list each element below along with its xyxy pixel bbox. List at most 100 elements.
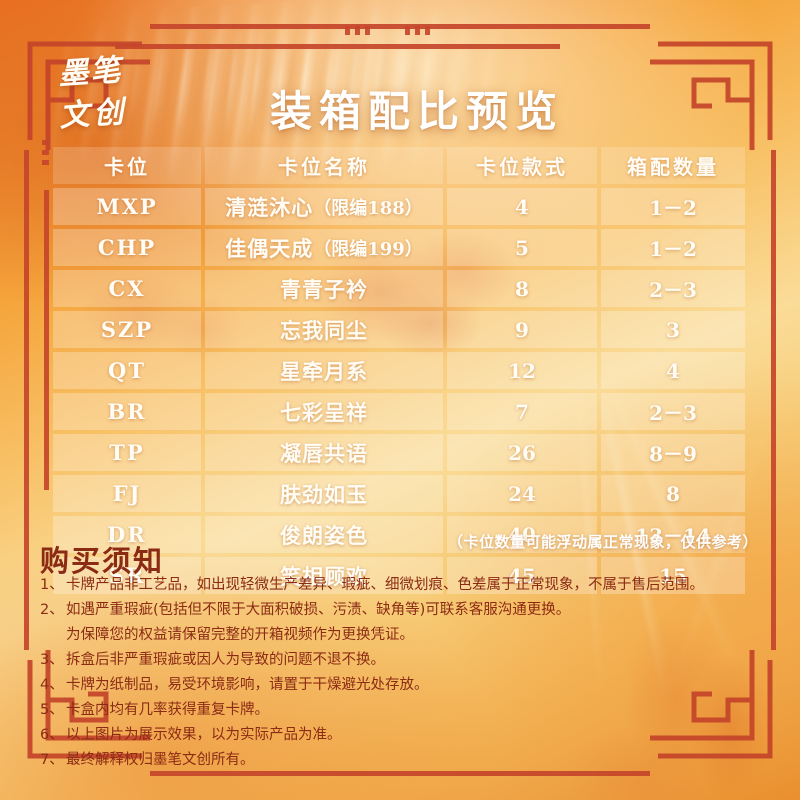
notice-item: 5、 卡盒内均有几率获得重复卡牌。 [40, 699, 770, 721]
notice-item-text: 拆盒后非严重瑕疵或因人为导致的问题不退不换。 [66, 652, 385, 668]
cell-style: 45 [447, 557, 597, 594]
cell-code: BR [53, 393, 201, 430]
cell-name: 清涟沐心 （限编188） [205, 188, 443, 225]
frame-rail-left-2 [44, 190, 49, 490]
cell-qty: 2－3 [601, 393, 745, 430]
notice-item-text: 以上图片为展示效果，以为实际产品为准。 [66, 727, 342, 743]
notice-item-subtext: 为保障您的权益请保留完整的开箱视频作为更换凭证。 [66, 627, 414, 643]
cell-name-text: 肤劲如玉 [280, 481, 368, 507]
cell-style: 40 [447, 516, 597, 553]
frame-rail-top-2 [115, 44, 560, 49]
cell-qty: 4 [601, 352, 745, 389]
cell-qty: 13－14 [601, 516, 745, 553]
table-header-row: 卡位 卡位名称 卡位款式 箱配数量 [53, 147, 745, 184]
cell-code: TP [53, 434, 201, 471]
cell-name-text: 俊朗姿色 [280, 522, 368, 548]
table-row: BR 七彩呈祥 7 2－3 [53, 393, 745, 430]
notice-item-number: 4、 [40, 677, 64, 693]
notice-item: 3、 拆盒后非严重瑕疵或因人为导致的问题不退不换。 [40, 649, 770, 671]
cell-style: 7 [447, 393, 597, 430]
cell-name: 七彩呈祥 [205, 393, 443, 430]
table-row: SZP 忘我同尘 9 3 [53, 311, 745, 348]
cell-name-limited: （限编199） [313, 238, 423, 260]
column-header-code: 卡位 [53, 147, 201, 184]
notice-item: 6、 以上图片为展示效果，以为实际产品为准。 [40, 724, 770, 746]
cell-code: QT [53, 352, 201, 389]
cell-name: 忘我同尘 [205, 311, 443, 348]
cell-name-text: 清涟沐心 [225, 194, 314, 220]
cell-style: 8 [447, 270, 597, 307]
cell-code: FJ [53, 475, 201, 512]
frame-dots-left [42, 140, 49, 165]
page-title: 装箱配比预览 [269, 87, 564, 136]
frame-dots-top-left [345, 26, 370, 35]
cell-qty: 3 [601, 311, 745, 348]
cell-code: CX [53, 270, 201, 307]
cell-name: 肤劲如玉 [205, 475, 443, 512]
notice-item-text: 如遇严重瑕疵(包括但不限于大面积破损、污渍、缺角等)可联系客服沟通更换。 [66, 602, 571, 618]
frame-dots-top-right [405, 26, 430, 35]
notice-item: 2、 如遇严重瑕疵(包括但不限于大面积破损、污渍、缺角等)可联系客服沟通更换。 [40, 599, 770, 621]
cell-name-text: 青青子衿 [280, 276, 368, 302]
packing-ratio-table: 卡位 卡位名称 卡位款式 箱配数量 MXP 清涟沐心 （限编188） 4 1－2 … [53, 147, 745, 594]
table-row: TP 凝唇共语 26 8－9 [53, 434, 745, 471]
cell-name-limited: （限编188） [313, 197, 423, 219]
cell-code: MXP [53, 188, 201, 225]
frame-rail-left [24, 150, 29, 650]
frame-rail-top [150, 24, 650, 29]
cell-name: 凝唇共语 [205, 434, 443, 471]
cell-name: 笑相顾欢 [205, 557, 443, 594]
cell-name: 青青子衿 [205, 270, 443, 307]
cell-name-text: 笑相顾欢 [280, 563, 368, 589]
notice-item-text: 卡牌产品非工艺品，如出现轻微生产差异、瑕疵、细微划痕、色差属于正常现象，不属于售… [66, 577, 704, 593]
table-row: CHP 佳偶天成 （限编199） 5 1－2 [53, 229, 745, 266]
cell-qty: 2－3 [601, 270, 745, 307]
cell-name-text: 七彩呈祥 [280, 399, 368, 425]
notice-item-text: 最终解释权归墨笔文创所有。 [66, 752, 255, 768]
cell-name-text: 凝唇共语 [280, 440, 368, 466]
table-row: DR 俊朗姿色 40 13－14 [53, 516, 745, 553]
cell-qty: 1－2 [601, 188, 745, 225]
frame-rail-right [771, 150, 776, 650]
column-header-qty: 箱配数量 [601, 147, 745, 184]
cell-code: DR [53, 516, 201, 553]
cell-style: 4 [447, 188, 597, 225]
cell-code: SR [53, 557, 201, 594]
table-row: MXP 清涟沐心 （限编188） 4 1－2 [53, 188, 745, 225]
table-footnote: （卡位数量可能浮动属正常现象，仅供参考） [447, 533, 758, 551]
notice-item-text: 卡盒内均有几率获得重复卡牌。 [66, 702, 269, 718]
cell-qty: 8－9 [601, 434, 745, 471]
column-header-style: 卡位款式 [447, 147, 597, 184]
notice-item-number: 3、 [40, 652, 64, 668]
cell-style: 24 [447, 475, 597, 512]
table-row: FJ 肤劲如玉 24 8 [53, 475, 745, 512]
cell-name-text: 星牵月系 [280, 358, 368, 384]
table-row: CX 青青子衿 8 2－3 [53, 270, 745, 307]
column-header-name: 卡位名称 [205, 147, 443, 184]
notice-item-number: 7、 [40, 752, 64, 768]
cell-name-text: 佳偶天成 [225, 235, 314, 261]
cell-style: 12 [447, 352, 597, 389]
notice-item-number: 2、 [40, 602, 64, 618]
cell-qty: 8 [601, 475, 745, 512]
cell-name-text: 忘我同尘 [280, 317, 368, 343]
notice-item: 7、 最终解释权归墨笔文创所有。 [40, 749, 770, 771]
table-row: SR 笑相顾欢 45 15 [53, 557, 745, 594]
cell-qty: 15 [601, 557, 745, 594]
table-row: QT 星牵月系 12 4 [53, 352, 745, 389]
notice-item: 1、 卡牌产品非工艺品，如出现轻微生产差异、瑕疵、细微划痕、色差属于正常现象，不… [40, 574, 770, 596]
cell-code: SZP [53, 311, 201, 348]
notice-item: 4、 卡牌为纸制品，易受环境影响，请置于干燥避光处存放。 [40, 674, 770, 696]
cell-style: 9 [447, 311, 597, 348]
cell-name: 俊朗姿色 [205, 516, 443, 553]
notice-title: 购买须知 [40, 544, 165, 578]
cell-qty: 1－2 [601, 229, 745, 266]
cell-name: 佳偶天成 （限编199） [205, 229, 443, 266]
cell-style: 5 [447, 229, 597, 266]
cell-name: 星牵月系 [205, 352, 443, 389]
cell-code: CHP [53, 229, 201, 266]
notice-item-number: 5、 [40, 702, 64, 718]
notice-item-number: 6、 [40, 727, 64, 743]
notice-list: 1、 卡牌产品非工艺品，如出现轻微生产差异、瑕疵、细微划痕、色差属于正常现象，不… [40, 574, 770, 774]
